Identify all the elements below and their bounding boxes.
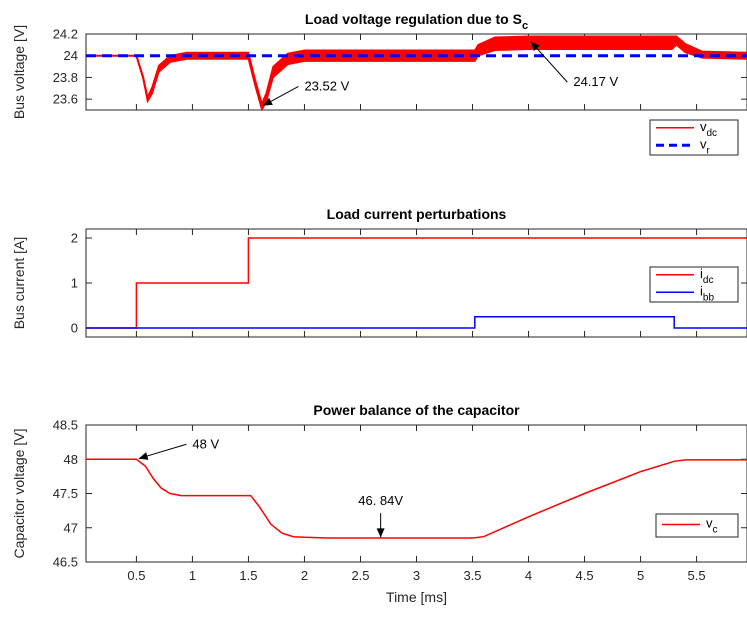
x-tick-label: 2 (301, 568, 308, 583)
y-tick-label: 1 (71, 276, 78, 291)
y-tick-label: 24.2 (53, 27, 78, 42)
y-tick-label: 24 (64, 48, 78, 63)
series-vdc-band (86, 35, 747, 110)
x-tick-label: 3.5 (463, 568, 481, 583)
y-tick-label: 23.8 (53, 70, 78, 85)
x-tick-label: 1.5 (239, 568, 257, 583)
chart-title: Load current perturbations (327, 206, 507, 222)
annotation-label: 24.17 V (573, 74, 618, 89)
legend-label-ibb-main: i (700, 283, 703, 298)
legend: vc (655, 513, 739, 538)
legend-label-vr-main: v (700, 136, 707, 151)
y-axis-label: Bus current [A] (11, 237, 27, 330)
chart-title-sub: c (522, 20, 528, 32)
legend-label-vr: vr (700, 136, 711, 156)
annotation-label: 46. 84V (358, 493, 403, 508)
x-tick-label: 5.5 (688, 568, 706, 583)
y-tick-label: 48 (64, 452, 78, 467)
annotation-arrowhead (138, 452, 149, 460)
x-tick-label: 4 (525, 568, 532, 583)
chart-title-main: Load current perturbations (327, 206, 507, 222)
legend-label-vc-sub: c (713, 525, 718, 536)
legend-label-vdc-main: v (700, 119, 707, 134)
x-tick-label: 1 (189, 568, 196, 583)
voltage-plot: Load voltage regulation due to Sc 23.6 23.… (11, 11, 747, 156)
annotation-arrowhead (376, 528, 385, 538)
y-axis-label: Capacitor voltage [V] (11, 429, 27, 559)
y-axis-label: Bus voltage [V] (11, 25, 27, 119)
legend-label-vdc-sub: dc (707, 128, 718, 139)
annotation-arrowhead (530, 41, 540, 51)
legend-label-idc-main: i (700, 266, 703, 281)
y-tick-label: 2 (71, 231, 78, 246)
series-ibb-line (86, 316, 747, 329)
legend-label-vdc: vdc (700, 119, 717, 139)
annotation-arrowhead (263, 97, 273, 106)
chart-title-main: Power balance of the capacitor (313, 402, 520, 418)
annotation-label: 48 V (192, 436, 219, 451)
data-layer (86, 237, 747, 329)
legend-label-ibb-sub: bb (703, 292, 715, 303)
annotation-label: 23.52 V (304, 78, 349, 93)
x-tick-label: 0.5 (127, 568, 145, 583)
legend-box (649, 266, 739, 303)
y-tick-label: 47.5 (53, 486, 78, 501)
data-layer (86, 35, 747, 110)
legend-label-ibb: ibb (700, 283, 714, 303)
y-tick-label: 46.5 (53, 555, 78, 570)
x-tick-label: 3 (413, 568, 420, 583)
legend-box (649, 119, 739, 156)
y-tick-label: 23.6 (53, 92, 78, 107)
chart-title-main: Load voltage regulation due to S (305, 11, 522, 27)
series-vc-line (86, 458, 747, 539)
legend-box (655, 513, 739, 538)
axes-box (85, 424, 747, 563)
legend-label-vr-sub: r (707, 145, 711, 156)
data-layer (86, 458, 747, 539)
chart-title: Load voltage regulation due to Sc (305, 11, 528, 32)
series-vdc-line (86, 39, 747, 110)
y-tick-label: 47 (64, 520, 78, 535)
current-plot: Load current perturbations 0 1 2 Bus current… (11, 206, 747, 338)
legend-label-vc: vc (706, 516, 718, 536)
x-tick-label: 2.5 (351, 568, 369, 583)
y-tick-label: 0 (71, 321, 78, 336)
legend-label-idc-sub: dc (703, 275, 714, 286)
x-axis-label: Time [ms] (386, 589, 447, 605)
capacitor-plot: Power balance of the capacitor 46.5 47 47.5… (11, 402, 747, 605)
annotation-arrow (530, 41, 568, 83)
x-tick-label: 5 (637, 568, 644, 583)
legend-label-idc: idc (700, 266, 713, 286)
legend-label-vc-main: v (706, 516, 713, 531)
y-tick-label: 48.5 (53, 418, 78, 433)
chart-title: Power balance of the capacitor (313, 402, 520, 418)
x-tick-label: 4.5 (576, 568, 594, 583)
series-idc-line (86, 237, 747, 329)
